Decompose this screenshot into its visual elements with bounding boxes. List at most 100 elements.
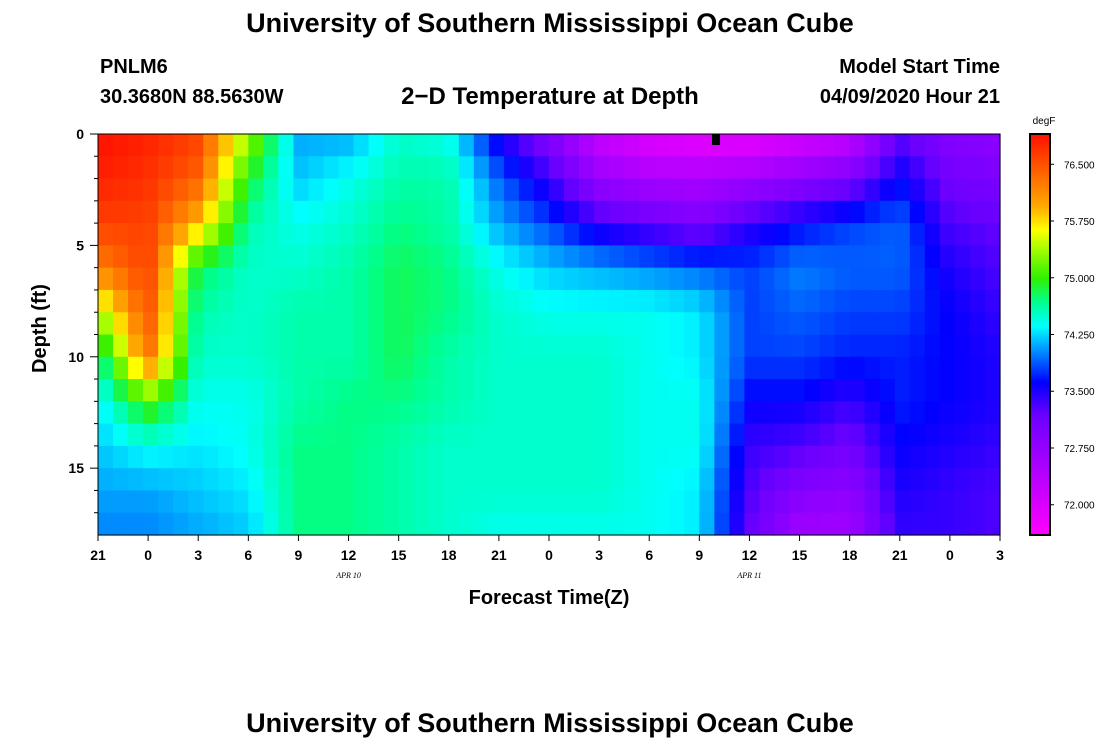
heatmap-cell bbox=[323, 289, 340, 313]
heatmap-cell bbox=[804, 423, 821, 447]
heatmap-cell bbox=[503, 245, 520, 269]
heatmap-cell bbox=[699, 267, 715, 291]
heatmap-cell bbox=[624, 289, 640, 313]
heatmap-cell bbox=[278, 267, 295, 291]
heatmap-cell bbox=[518, 200, 535, 224]
heatmap-cell bbox=[263, 312, 279, 336]
heatmap-cell bbox=[158, 200, 174, 224]
heatmap-cell bbox=[714, 356, 730, 380]
heatmap-cell bbox=[323, 312, 340, 336]
heatmap-cell bbox=[714, 401, 730, 425]
heatmap-cell bbox=[113, 245, 129, 269]
heatmap-cell bbox=[458, 445, 475, 469]
heatmap-cell bbox=[293, 334, 310, 358]
heatmap-cell bbox=[639, 245, 655, 269]
heatmap-cell bbox=[308, 490, 325, 514]
heatmap-cell bbox=[338, 245, 355, 269]
heatmap-cell bbox=[173, 178, 189, 202]
heatmap-cell bbox=[113, 223, 129, 246]
heatmap-cell bbox=[308, 401, 325, 425]
heatmap-cell bbox=[864, 223, 881, 246]
date-label: APR 11 bbox=[736, 571, 761, 580]
heatmap-cell bbox=[984, 356, 1001, 380]
heatmap-cell bbox=[368, 423, 385, 447]
heatmap-cell bbox=[579, 245, 595, 269]
heatmap-cell bbox=[248, 334, 264, 358]
heatmap-cell bbox=[293, 423, 310, 447]
x-tick-label: 3 bbox=[194, 547, 202, 563]
heatmap-cell bbox=[98, 223, 114, 246]
heatmap-cell bbox=[143, 134, 159, 157]
heatmap-cell bbox=[203, 289, 219, 313]
heatmap-cell bbox=[564, 134, 580, 157]
heatmap-cell bbox=[624, 512, 640, 536]
heatmap-cell bbox=[909, 401, 926, 425]
heatmap-cell bbox=[699, 490, 715, 514]
heatmap-cell bbox=[533, 134, 550, 157]
heatmap-cell bbox=[248, 200, 264, 224]
heatmap-cell bbox=[503, 445, 520, 469]
heatmap-cell bbox=[759, 267, 776, 291]
heatmap-cell bbox=[323, 156, 340, 180]
heatmap-cell bbox=[564, 512, 580, 536]
heatmap-cell bbox=[263, 445, 279, 469]
heatmap-cell bbox=[233, 490, 249, 514]
heatmap-cell bbox=[759, 200, 776, 224]
heatmap-cell bbox=[834, 512, 851, 536]
heatmap-cell bbox=[263, 267, 279, 291]
heatmap-cell bbox=[98, 156, 114, 180]
heatmap-cell bbox=[443, 512, 460, 536]
heatmap-cell bbox=[969, 200, 986, 224]
heatmap-cell bbox=[323, 423, 340, 447]
heatmap-cell bbox=[924, 178, 941, 202]
heatmap-cell bbox=[969, 245, 986, 269]
heatmap-cell bbox=[699, 156, 715, 180]
heatmap-cell bbox=[834, 267, 851, 291]
heatmap-cell bbox=[398, 334, 415, 358]
heatmap-cell bbox=[879, 423, 896, 447]
heatmap-cell bbox=[533, 223, 550, 246]
heatmap-cell bbox=[789, 468, 806, 492]
heatmap-cell bbox=[188, 312, 204, 336]
heatmap-cell bbox=[849, 445, 866, 469]
heatmap-cell bbox=[503, 289, 520, 313]
heatmap-cell bbox=[428, 312, 445, 336]
heatmap-cell bbox=[984, 445, 1001, 469]
heatmap-cell bbox=[413, 200, 430, 224]
heatmap-cell bbox=[714, 312, 730, 336]
heatmap-cell bbox=[383, 267, 400, 291]
heatmap-cell bbox=[669, 356, 685, 380]
heatmap-cell bbox=[804, 356, 821, 380]
heatmap-cell bbox=[834, 379, 851, 402]
heatmap-cell bbox=[233, 379, 249, 402]
heatmap-cell bbox=[128, 134, 144, 157]
heatmap-cell bbox=[503, 156, 520, 180]
heatmap-cell bbox=[549, 445, 565, 469]
heatmap-cell bbox=[413, 401, 430, 425]
heatmap-cell bbox=[774, 312, 791, 336]
heatmap-cell bbox=[398, 379, 415, 402]
heatmap-cell bbox=[533, 245, 550, 269]
heatmap-cell bbox=[518, 289, 535, 313]
heatmap-cell bbox=[699, 356, 715, 380]
heatmap-cell bbox=[458, 423, 475, 447]
heatmap-cell bbox=[398, 245, 415, 269]
heatmap-cell bbox=[353, 334, 370, 358]
heatmap-cell bbox=[503, 468, 520, 492]
heatmap-cell bbox=[549, 223, 565, 246]
heatmap-cell bbox=[954, 134, 971, 157]
heatmap-cell bbox=[579, 312, 595, 336]
heatmap-cell bbox=[594, 200, 610, 224]
heatmap-cell bbox=[338, 178, 355, 202]
heatmap-cell bbox=[669, 445, 685, 469]
heatmap-cell bbox=[278, 223, 295, 246]
heatmap-cell bbox=[699, 445, 715, 469]
heatmap-cell bbox=[263, 289, 279, 313]
heatmap-cell bbox=[473, 156, 490, 180]
heatmap-cell bbox=[669, 423, 685, 447]
heatmap-cell bbox=[729, 178, 746, 202]
x-tick-label: 15 bbox=[792, 547, 808, 563]
heatmap-cell bbox=[714, 423, 730, 447]
heatmap-cell bbox=[113, 178, 129, 202]
heatmap-cell bbox=[654, 223, 670, 246]
